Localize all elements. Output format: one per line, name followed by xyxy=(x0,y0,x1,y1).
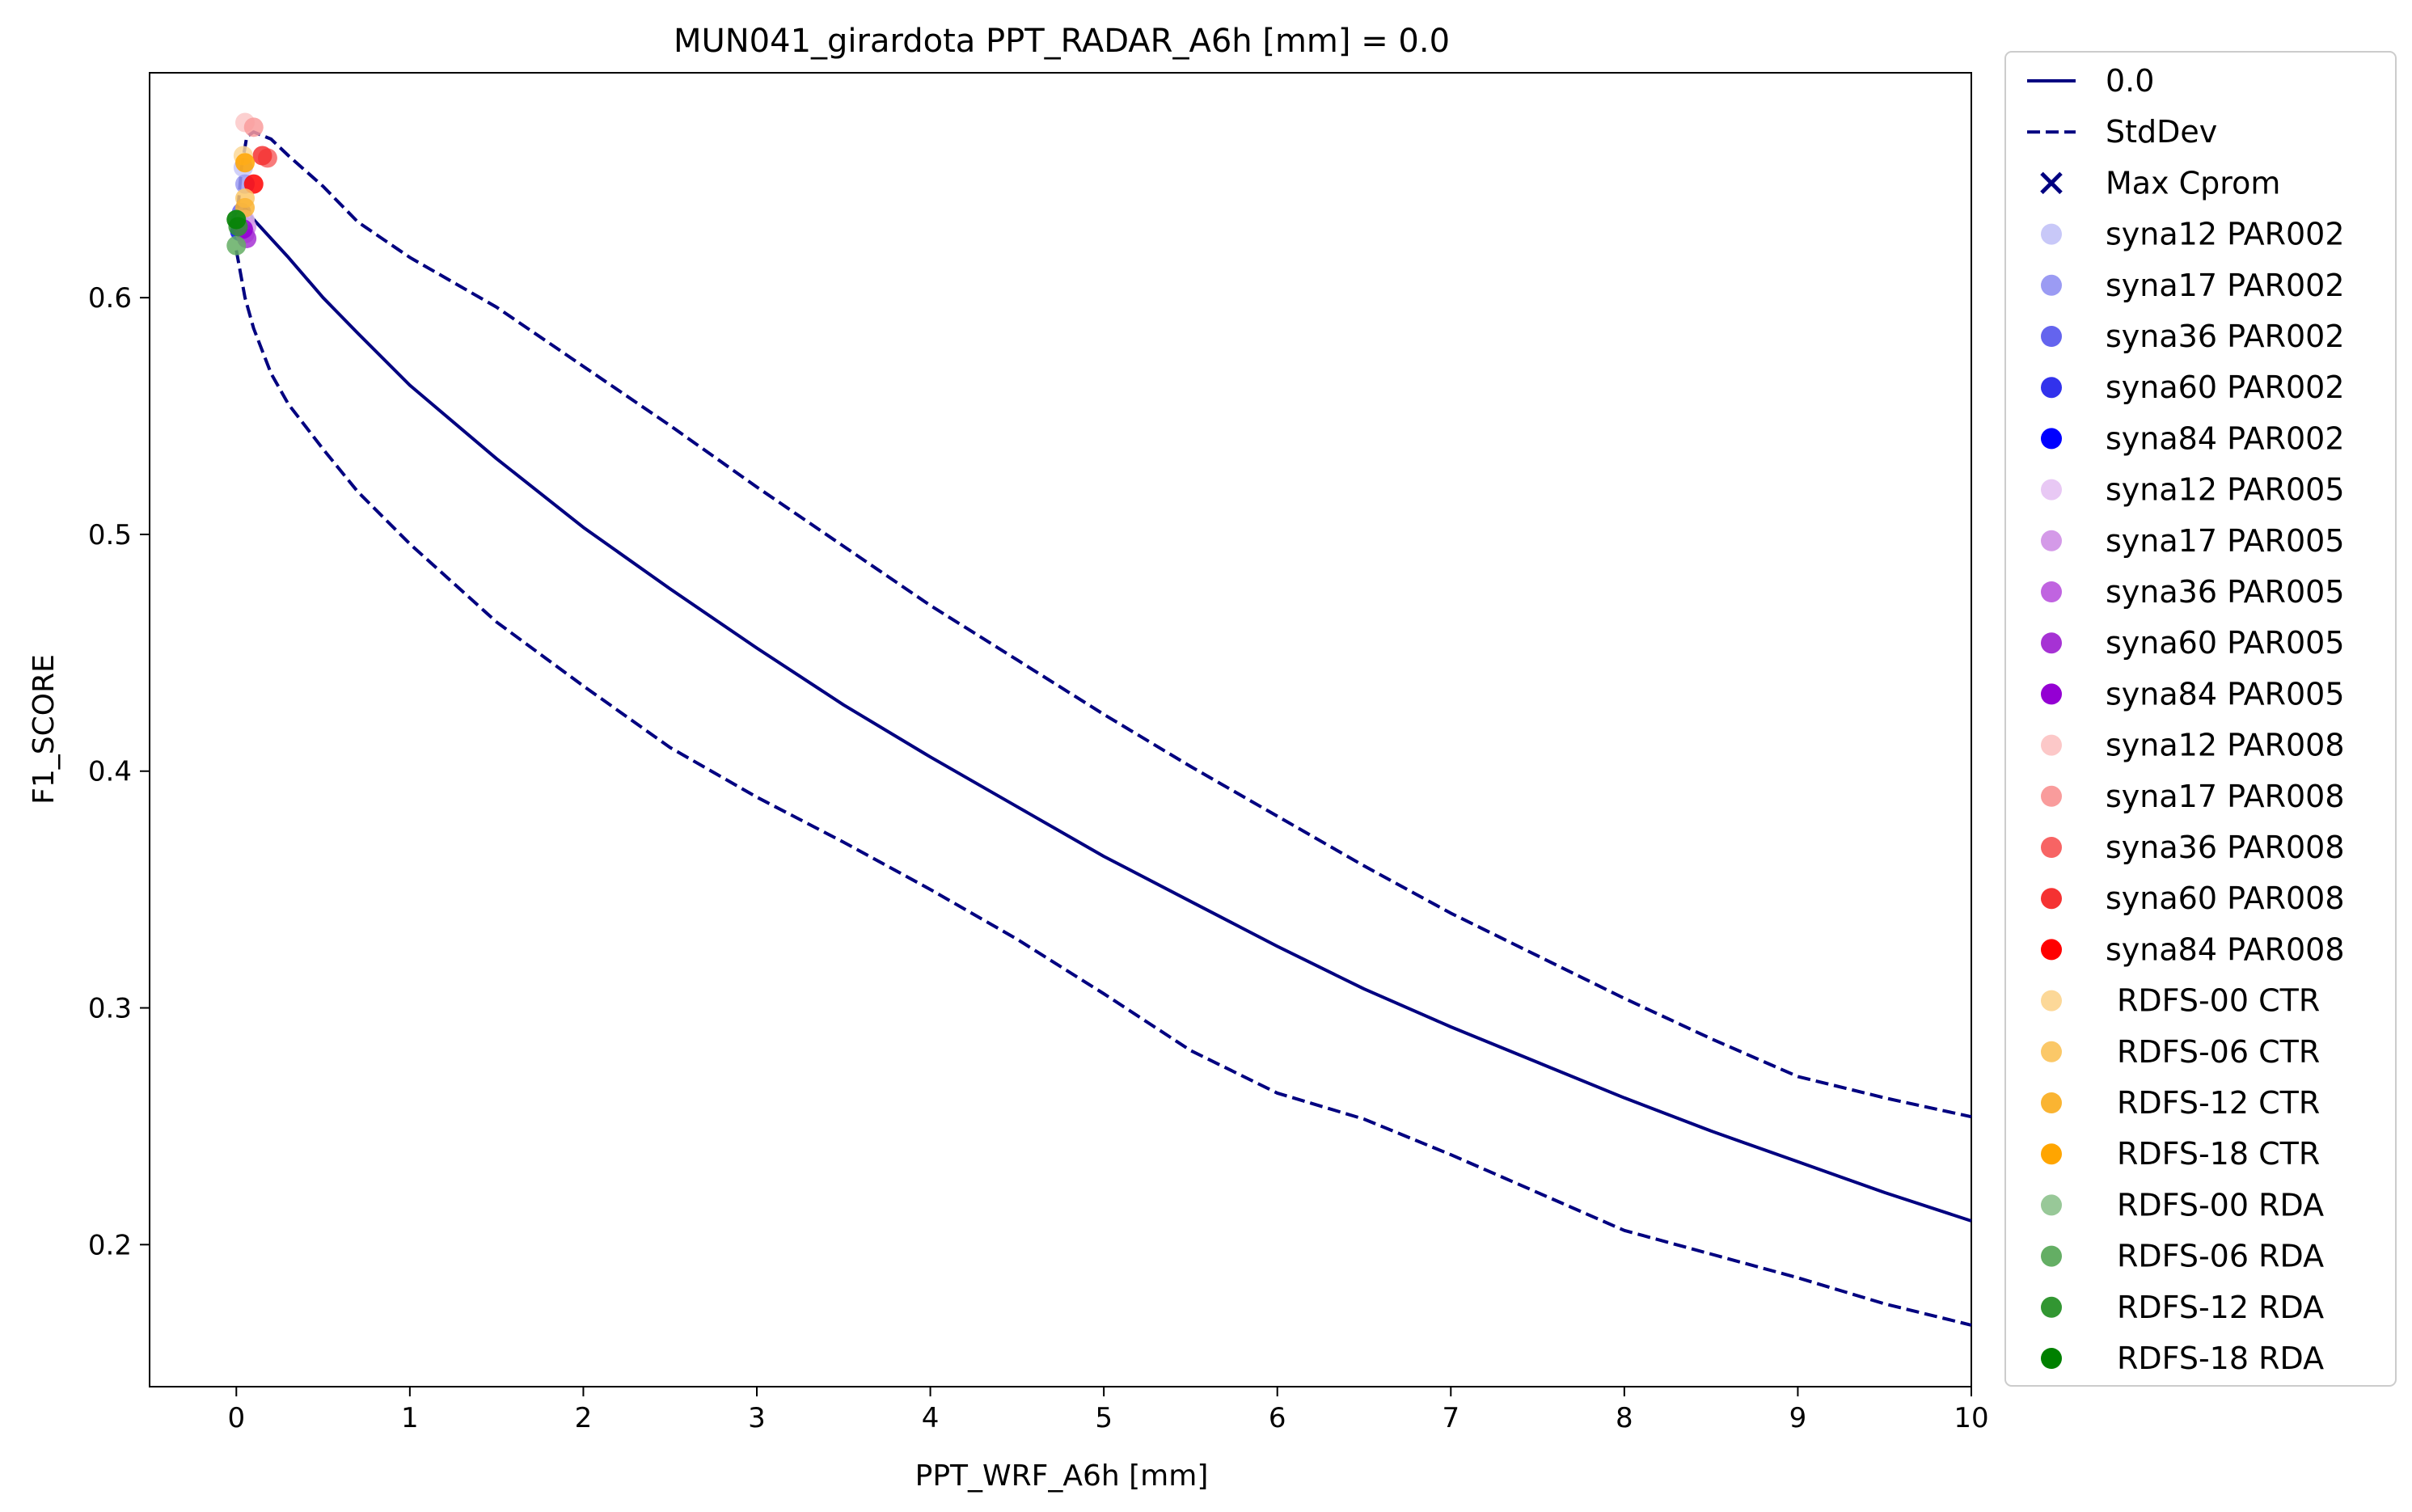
x-tick-label: 2 xyxy=(575,1402,593,1434)
x-tick-label: 6 xyxy=(1269,1402,1286,1434)
x-axis: 0 1 2 3 4 5 6 7 8 9 10 xyxy=(227,1387,1989,1434)
x-tick-label: 9 xyxy=(1789,1402,1807,1434)
x-tick-label: 4 xyxy=(922,1402,940,1434)
legend-label: syna84 PAR008 xyxy=(2106,931,2345,967)
y-tick-label: 0.4 xyxy=(88,756,132,788)
legend-handle-dot xyxy=(2041,683,2062,705)
legend-label: RDFS-06 CTR xyxy=(2117,1034,2320,1070)
legend-handle-dot xyxy=(2041,1041,2062,1062)
x-tick-label: 5 xyxy=(1095,1402,1113,1434)
legend: 0.0 StdDev Max Cprom syna12 PAR002 syna17 PA… xyxy=(2004,51,2397,1387)
legend-label: 0.0 xyxy=(2106,63,2154,99)
legend-box xyxy=(2004,51,2397,1387)
point-syna84-par008 xyxy=(243,174,264,194)
legend-handle-dot xyxy=(2041,326,2062,347)
legend-handle-dot xyxy=(2041,581,2062,602)
legend-label: syna36 PAR002 xyxy=(2106,319,2345,354)
legend-handle-dot xyxy=(2041,837,2062,858)
legend-handle-dot xyxy=(2041,1348,2062,1369)
x-tick-label: 10 xyxy=(1954,1402,1988,1434)
legend-handle-dot xyxy=(2041,888,2062,910)
x-tick-label: 8 xyxy=(1616,1402,1633,1434)
legend-handle-dot xyxy=(2041,785,2062,807)
legend-label: syna84 PAR005 xyxy=(2106,676,2345,712)
x-axis-label: PPT_WRF_A6h [mm] xyxy=(915,1459,1209,1493)
legend-label: syna36 PAR008 xyxy=(2106,830,2345,865)
legend-handle-dot xyxy=(2041,632,2062,654)
legend-label: syna12 PAR005 xyxy=(2106,472,2345,508)
legend-handle-dot xyxy=(2041,1092,2062,1113)
legend-label: syna17 PAR005 xyxy=(2106,523,2345,559)
legend-handle-dot xyxy=(2041,223,2062,245)
legend-label: StdDev xyxy=(2106,114,2217,150)
legend-handle-dot xyxy=(2041,1143,2062,1165)
legend-label: RDFS-06 RDA xyxy=(2117,1239,2324,1274)
legend-handle-dot xyxy=(2041,530,2062,551)
plot-frame xyxy=(149,72,1972,1387)
legend-handle-dot xyxy=(2041,377,2062,399)
mean-line xyxy=(234,205,1972,1223)
legend-label: syna17 PAR008 xyxy=(2106,779,2345,814)
stddev-upper-line xyxy=(234,130,1972,1119)
legend-label: RDFS-12 RDA xyxy=(2117,1290,2324,1325)
legend-label: syna60 PAR002 xyxy=(2106,370,2345,405)
legend-label: syna84 PAR002 xyxy=(2106,420,2345,456)
legend-label: RDFS-18 CTR xyxy=(2117,1136,2320,1172)
legend-label: RDFS-12 CTR xyxy=(2117,1085,2320,1121)
y-axis-label: F1_SCORE xyxy=(27,654,61,805)
x-tick-label: 7 xyxy=(1442,1402,1459,1434)
y-tick-label: 0.2 xyxy=(88,1229,132,1261)
legend-handle-dot xyxy=(2041,1245,2062,1267)
plot-lines xyxy=(234,130,1972,1327)
y-tick-label: 0.6 xyxy=(88,282,132,315)
legend-label: RDFS-18 RDA xyxy=(2117,1341,2324,1376)
point-rdfs-18-rda xyxy=(226,209,247,230)
x-tick-label: 0 xyxy=(227,1402,245,1434)
x-tick-label: 1 xyxy=(401,1402,419,1434)
y-tick-label: 0.5 xyxy=(88,519,132,551)
legend-label: syna60 PAR008 xyxy=(2106,881,2345,916)
legend-handle-dot xyxy=(2041,734,2062,756)
legend-label: syna60 PAR005 xyxy=(2106,625,2345,661)
point-syna17-par008 xyxy=(243,117,264,137)
legend-label: syna17 PAR002 xyxy=(2106,268,2345,303)
legend-handle-dot xyxy=(2041,990,2062,1012)
legend-label: syna12 PAR002 xyxy=(2106,217,2345,252)
y-tick-label: 0.3 xyxy=(88,993,132,1025)
legend-label: RDFS-00 RDA xyxy=(2117,1187,2324,1223)
legend-handle-dot xyxy=(2041,428,2062,450)
legend-handle-dot xyxy=(2041,939,2062,961)
stddev-lower-line xyxy=(234,250,1972,1327)
legend-label: RDFS-00 CTR xyxy=(2117,983,2320,1019)
scatter-points xyxy=(226,112,277,256)
legend-handle-dot xyxy=(2041,1296,2062,1318)
legend-label: Max Cprom xyxy=(2106,165,2280,201)
legend-handle-dot xyxy=(2041,274,2062,296)
point-syna60-par008 xyxy=(252,146,272,166)
legend-label: syna36 PAR005 xyxy=(2106,574,2345,610)
x-tick-label: 3 xyxy=(748,1402,766,1434)
legend-label: syna12 PAR008 xyxy=(2106,728,2345,763)
legend-handle-dot xyxy=(2041,479,2062,500)
point-rdfs-06-rda xyxy=(226,235,247,256)
legend-handle-dot xyxy=(2041,1194,2062,1216)
chart-title: MUN041_girardota PPT_RADAR_A6h [mm] = 0.… xyxy=(674,23,1450,60)
point-rdfs-18-ctr xyxy=(235,153,256,173)
y-axis: 0.2 0.3 0.4 0.5 0.6 xyxy=(88,282,150,1261)
legend-handle-x-marker xyxy=(2040,171,2063,195)
